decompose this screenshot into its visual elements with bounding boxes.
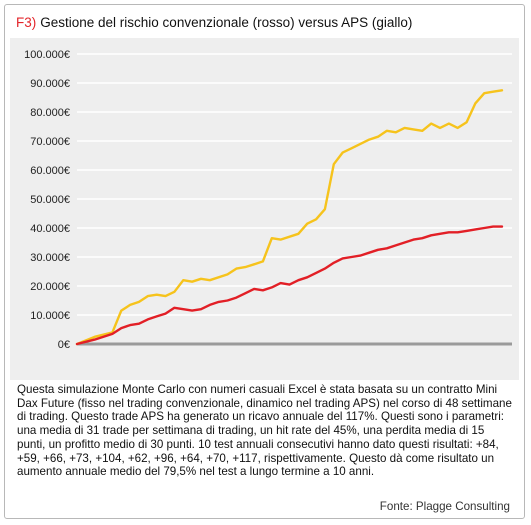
figure-title-text: Gestione del rischio convenzionale (ross… (40, 15, 413, 30)
chart-area: 0€ 10.000€ 20.000€ 30.000€ 40.000€ 50.000€ 60.… (10, 38, 519, 380)
y-tick-label: 20.000€ (30, 281, 70, 293)
figure-source: Fonte: Plagge Consulting (379, 500, 510, 513)
y-tick-label: 80.000€ (30, 107, 70, 119)
y-tick-label: 40.000€ (30, 223, 70, 235)
y-tick-label: 30.000€ (30, 252, 70, 264)
y-tick-label: 50.000€ (30, 194, 70, 206)
series-line-aps (75, 89, 504, 346)
line-chart: 0€ 10.000€ 20.000€ 30.000€ 40.000€ 50.000€ 60.… (24, 49, 512, 351)
series-line-conventional (75, 225, 504, 346)
y-tick-label: 70.000€ (30, 136, 70, 148)
y-tick-label: 0€ (58, 339, 70, 351)
figure-caption: Questa simulazione Monte Carlo con numer… (17, 383, 512, 479)
y-tick-label: 60.000€ (30, 165, 70, 177)
figure-title: F3) Gestione del rischio convenzionale (r… (16, 15, 412, 30)
y-tick-label: 10.000€ (30, 310, 70, 322)
y-tick-label: 100.000€ (24, 49, 70, 61)
figure-label: F3) (16, 15, 37, 30)
figure-frame: F3) Gestione del rischio convenzionale (r… (4, 4, 525, 519)
y-tick-label: 90.000€ (30, 78, 70, 90)
